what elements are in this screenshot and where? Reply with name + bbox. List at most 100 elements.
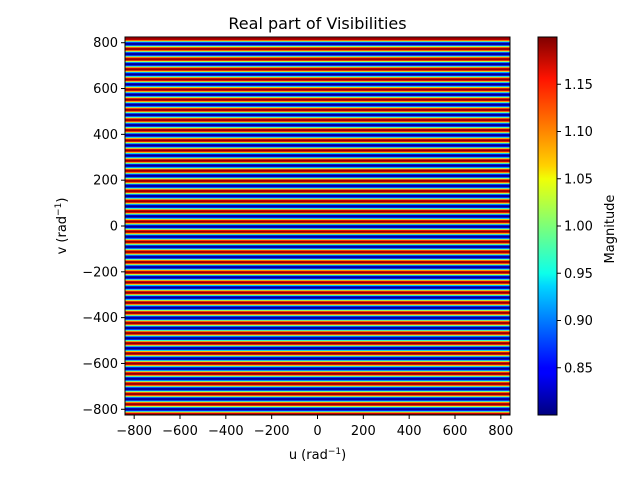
fringe-band: [125, 296, 510, 299]
fringe-band: [125, 285, 510, 287]
fringe-band: [125, 314, 510, 316]
fringe-band: [125, 177, 510, 180]
fringe-band: [125, 50, 510, 52]
fringe-band: [125, 287, 510, 289]
fringe-band: [125, 72, 510, 75]
fringe-band: [125, 209, 510, 211]
x-axis-ticks: −800 −600 −400 −200 0 200 400 600 800: [116, 415, 513, 439]
fringe-band: [125, 306, 510, 308]
fringe-band: [125, 325, 510, 327]
fringe-band: [125, 320, 510, 322]
fringe-band: [125, 288, 510, 290]
fringe-band: [125, 138, 510, 140]
fringe-band: [125, 346, 510, 349]
fringe-band: [125, 246, 510, 248]
fringe-band: [125, 157, 510, 160]
fringe-band: [125, 39, 510, 41]
y-axis-ticks: −800 −600 −400 −200 0 200 400 600 800: [82, 36, 125, 418]
fringe-band: [125, 234, 510, 236]
fringe-band: [125, 221, 510, 223]
fringe-band: [125, 376, 510, 378]
fringe-band: [125, 289, 510, 291]
fringe-band: [125, 89, 510, 91]
fringe-band: [125, 372, 510, 374]
fringe-band: [125, 176, 510, 178]
fringe-band: [125, 401, 510, 403]
fringe-band: [125, 318, 510, 320]
fringe-band: [125, 349, 510, 351]
fringe-band: [125, 89, 510, 92]
fringe-band: [125, 238, 510, 240]
fringe-band: [125, 256, 510, 259]
fringe-band: [125, 184, 510, 186]
fringe-band: [125, 399, 510, 401]
fringe-band: [125, 196, 510, 198]
fringe-band: [125, 289, 510, 292]
fringe-band: [125, 295, 510, 297]
fringe-band: [125, 177, 510, 179]
fringe-band: [125, 85, 510, 87]
fringe-band: [125, 258, 510, 261]
fringe-band: [125, 403, 510, 405]
fringe-band: [125, 247, 510, 250]
fringe-band: [125, 250, 510, 253]
fringe-band: [125, 346, 510, 348]
fringe-band: [125, 110, 510, 112]
fringe-band: [125, 56, 510, 58]
fringe-band: [125, 265, 510, 267]
fringe-band: [125, 228, 510, 230]
fringe-band: [125, 107, 510, 109]
fringe-band: [125, 400, 510, 402]
fringe-band: [125, 383, 510, 385]
x-tick-label: −400: [208, 424, 244, 439]
fringe-band: [125, 404, 510, 406]
fringe-band: [125, 158, 510, 160]
fringe-band: [125, 331, 510, 333]
fringe-band: [125, 245, 510, 248]
fringe-band: [125, 45, 510, 47]
fringe-band: [125, 365, 510, 367]
fringe-band: [125, 140, 510, 142]
fringe-band: [125, 164, 510, 167]
fringe-band: [125, 87, 510, 89]
fringe-band: [125, 327, 510, 330]
fringe-band: [125, 182, 510, 184]
fringe-band: [125, 102, 510, 104]
fringe-band: [125, 132, 510, 134]
fringe-band: [125, 410, 510, 412]
fringe-band: [125, 386, 510, 389]
fringe-band: [125, 404, 510, 406]
fringe-band: [125, 226, 510, 228]
fringe-band: [125, 345, 510, 347]
fringe-band: [125, 109, 510, 112]
fringe-band: [125, 386, 510, 388]
fringe-band: [125, 412, 510, 415]
fringe-band: [125, 124, 510, 127]
fringe-band: [125, 114, 510, 116]
fringe-band: [125, 338, 510, 340]
y-tick-label: 800: [93, 36, 118, 51]
fringe-band: [125, 377, 510, 379]
fringe-band: [125, 72, 510, 74]
fringe-band: [125, 366, 510, 368]
fringe-band: [125, 102, 510, 105]
fringe-band: [125, 276, 510, 278]
fringe-band: [125, 384, 510, 387]
fringe-band: [125, 117, 510, 119]
fringe-band: [125, 235, 510, 237]
fringe-band: [125, 164, 510, 166]
fringe-band: [125, 53, 510, 55]
fringe-band: [125, 319, 510, 321]
fringe-band: [125, 122, 510, 124]
fringe-band: [125, 307, 510, 309]
fringe-band: [125, 191, 510, 193]
fringe-band: [125, 52, 510, 55]
colorbar-label: Magnitude: [603, 195, 618, 264]
fringe-band: [125, 96, 510, 98]
fringe-band: [125, 207, 510, 209]
fringe-band: [125, 243, 510, 245]
x-axis-label: u (rad−1): [289, 447, 346, 463]
fringe-band: [125, 190, 510, 192]
fringe-band: [125, 92, 510, 94]
fringe-band: [125, 193, 510, 195]
